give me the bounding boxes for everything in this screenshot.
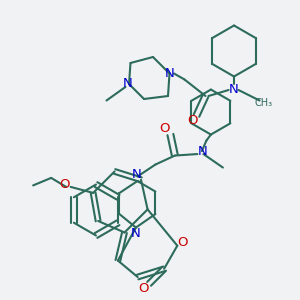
Text: N: N — [165, 67, 174, 80]
Text: O: O — [160, 122, 170, 135]
Text: O: O — [59, 178, 70, 191]
Text: N: N — [132, 168, 142, 181]
Text: N: N — [131, 227, 141, 240]
Text: CH₃: CH₃ — [255, 98, 273, 108]
Text: O: O — [178, 236, 188, 249]
Text: N: N — [198, 145, 208, 158]
Text: O: O — [188, 114, 198, 128]
Text: N: N — [229, 83, 239, 97]
Text: N: N — [123, 77, 132, 91]
Text: O: O — [138, 282, 148, 295]
